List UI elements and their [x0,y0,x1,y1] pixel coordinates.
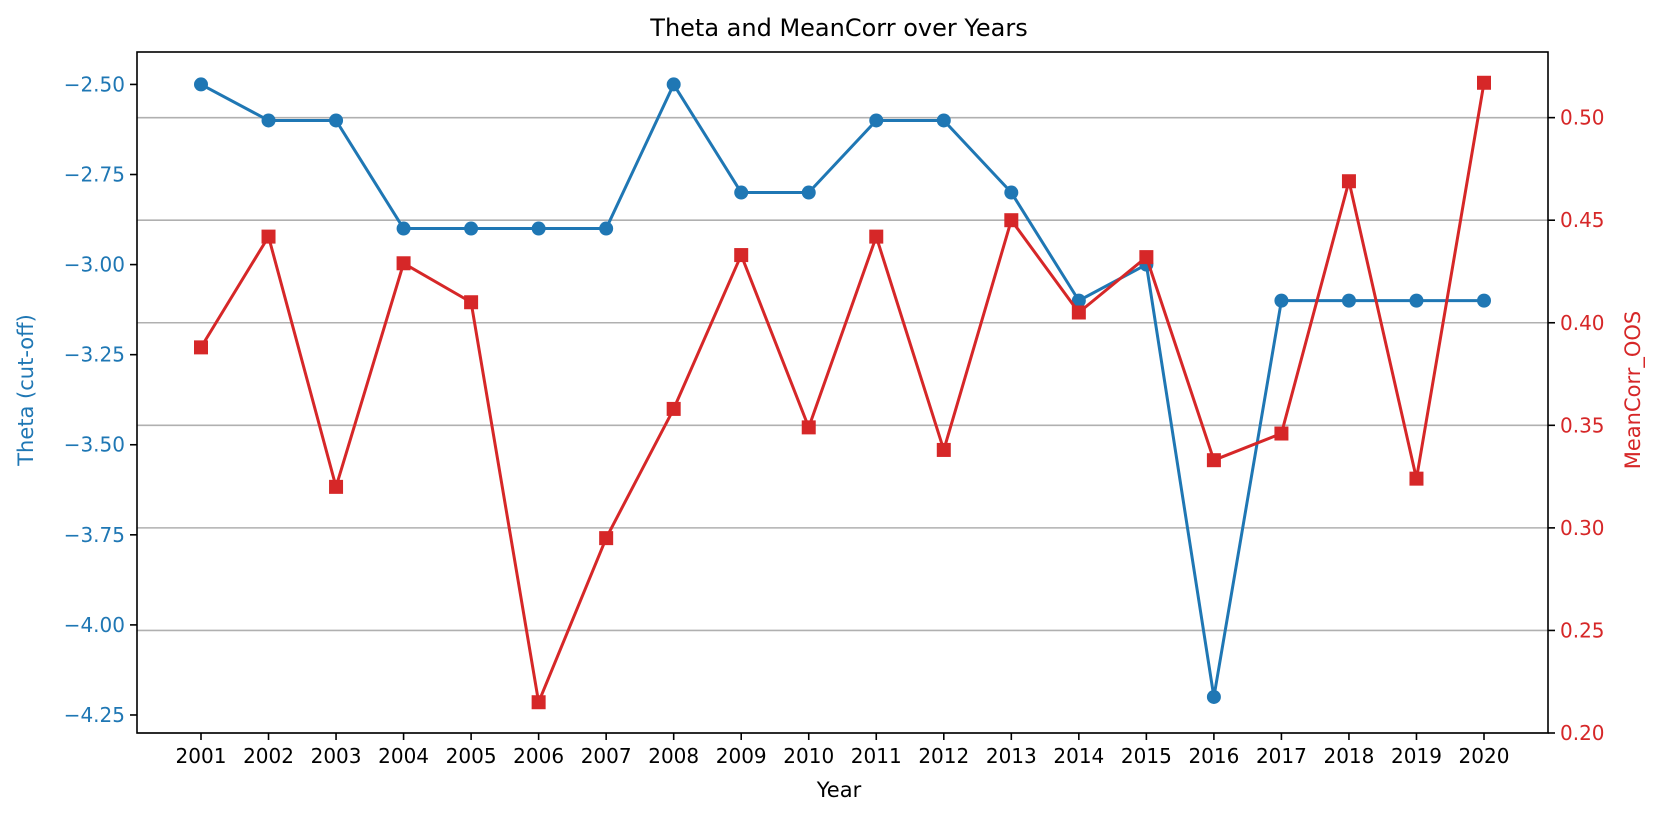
right-y-tick-label: 0.50 [1560,106,1605,130]
x-tick-label: 2006 [513,744,564,768]
data-point [1206,689,1221,704]
data-point [194,340,208,355]
data-point [1409,293,1424,308]
data-point [1004,185,1019,200]
data-point [194,77,208,92]
data-point [734,185,749,200]
data-point [1071,293,1086,308]
data-point [869,113,884,128]
chart-title: Theta and MeanCorr over Years [649,14,1027,42]
x-tick-label: 2012 [918,744,969,768]
data-point [801,420,816,435]
x-tick-label: 2015 [1121,744,1172,768]
data-point [1206,453,1221,468]
data-point [734,248,749,263]
data-point [1409,471,1424,486]
x-tick-label: 2010 [783,744,834,768]
data-point [396,256,411,271]
x-tick-label: 2017 [1256,744,1307,768]
data-point [329,479,344,494]
series-left [194,77,1491,704]
series-line [199,81,1486,704]
data-point [599,221,614,236]
right-y-tick-label: 0.30 [1560,516,1605,540]
data-point [464,221,479,236]
left-y-tick-label: −4.25 [64,703,125,727]
left-y-tick-label: −2.50 [64,72,125,96]
series-line [199,82,1486,699]
right-y-tick-label: 0.35 [1560,413,1605,437]
data-point [396,221,411,236]
series-layer [194,75,1491,710]
x-tick-label: 2003 [311,744,362,768]
x-tick-label: 2007 [581,744,632,768]
x-tick-label: 2005 [446,744,497,768]
data-point [464,295,479,310]
x-tick-label: 2002 [243,744,294,768]
data-point [1477,293,1491,308]
data-point [1071,305,1086,320]
x-tick-label: 2016 [1188,744,1239,768]
axes: 2001 2002 2003 2004 2005 2006 2007 2008 2009 2010… [64,51,1605,768]
data-point [1004,213,1019,228]
right-axis-label: MeanCorr_OOS [1621,311,1646,470]
right-y-tick-label: 0.45 [1560,208,1605,232]
x-tick-label: 2011 [851,744,902,768]
data-point [936,442,951,457]
data-point [666,77,681,92]
right-y-tick-label: 0.20 [1560,721,1605,745]
grid-lines [137,116,1548,734]
data-point [1341,293,1356,308]
x-tick-label: 2014 [1053,744,1104,768]
data-point [1274,293,1289,308]
plot-frame [136,51,1549,734]
data-point [869,229,884,244]
data-point [936,113,951,128]
data-point [1341,174,1356,189]
x-tick-label: 2018 [1323,744,1374,768]
x-tick-label: 2019 [1391,744,1442,768]
x-tick-label: 2013 [986,744,1037,768]
x-axis-label: Year [816,778,862,802]
series-right [194,75,1491,710]
data-point [261,113,276,128]
data-point [599,531,614,546]
left-y-tick-label: −3.00 [64,253,125,277]
data-point [531,221,546,236]
left-y-tick-label: −4.00 [64,613,125,637]
x-tick-label: 2004 [378,744,429,768]
x-tick-label: 2020 [1459,744,1510,768]
x-tick-label: 2001 [176,744,227,768]
x-tick-label: 2008 [648,744,699,768]
left-y-tick-label: −3.75 [64,523,125,547]
data-point [1139,250,1154,265]
data-point [1274,426,1289,441]
data-point [1477,75,1491,90]
left-y-tick-label: −3.25 [64,343,125,367]
left-y-tick-label: −2.75 [64,163,125,187]
data-point [261,229,276,244]
right-y-tick-label: 0.25 [1560,618,1605,642]
x-tick-label: 2009 [716,744,767,768]
right-y-tick-label: 0.40 [1560,311,1605,335]
data-point [801,185,816,200]
data-point [666,401,681,416]
left-y-tick-label: −3.50 [64,433,125,457]
data-point [329,113,344,128]
left-axis-label: Theta (cut-off) [14,314,38,467]
data-point [531,695,546,710]
